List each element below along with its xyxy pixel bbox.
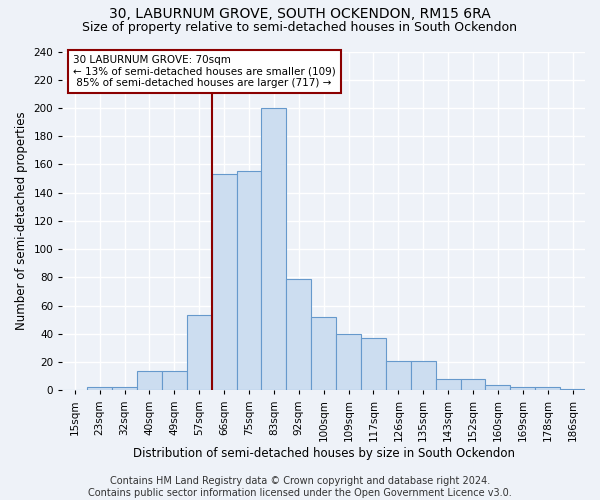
Bar xyxy=(236,172,262,390)
Text: 30, LABURNUM GROVE, SOUTH OCKENDON, RM15 6RA: 30, LABURNUM GROVE, SOUTH OCKENDON, RM15… xyxy=(109,8,491,22)
Bar xyxy=(162,370,187,390)
Bar xyxy=(361,338,386,390)
Bar xyxy=(311,317,336,390)
Bar xyxy=(187,316,212,390)
Text: Size of property relative to semi-detached houses in South Ockendon: Size of property relative to semi-detach… xyxy=(83,22,517,35)
Bar xyxy=(436,379,461,390)
Text: 30 LABURNUM GROVE: 70sqm
← 13% of semi-detached houses are smaller (109)
 85% of: 30 LABURNUM GROVE: 70sqm ← 13% of semi-d… xyxy=(73,55,335,88)
Bar xyxy=(262,108,286,391)
Bar xyxy=(87,388,112,390)
Bar xyxy=(286,279,311,390)
Bar xyxy=(411,360,436,390)
Bar xyxy=(485,384,511,390)
Text: Contains HM Land Registry data © Crown copyright and database right 2024.
Contai: Contains HM Land Registry data © Crown c… xyxy=(88,476,512,498)
Bar xyxy=(560,389,585,390)
Bar xyxy=(212,174,236,390)
Bar xyxy=(137,370,162,390)
Bar xyxy=(535,388,560,390)
Bar xyxy=(112,388,137,390)
Bar xyxy=(386,360,411,390)
X-axis label: Distribution of semi-detached houses by size in South Ockendon: Distribution of semi-detached houses by … xyxy=(133,447,515,460)
Bar xyxy=(511,388,535,390)
Bar xyxy=(461,379,485,390)
Y-axis label: Number of semi-detached properties: Number of semi-detached properties xyxy=(15,112,28,330)
Bar xyxy=(336,334,361,390)
